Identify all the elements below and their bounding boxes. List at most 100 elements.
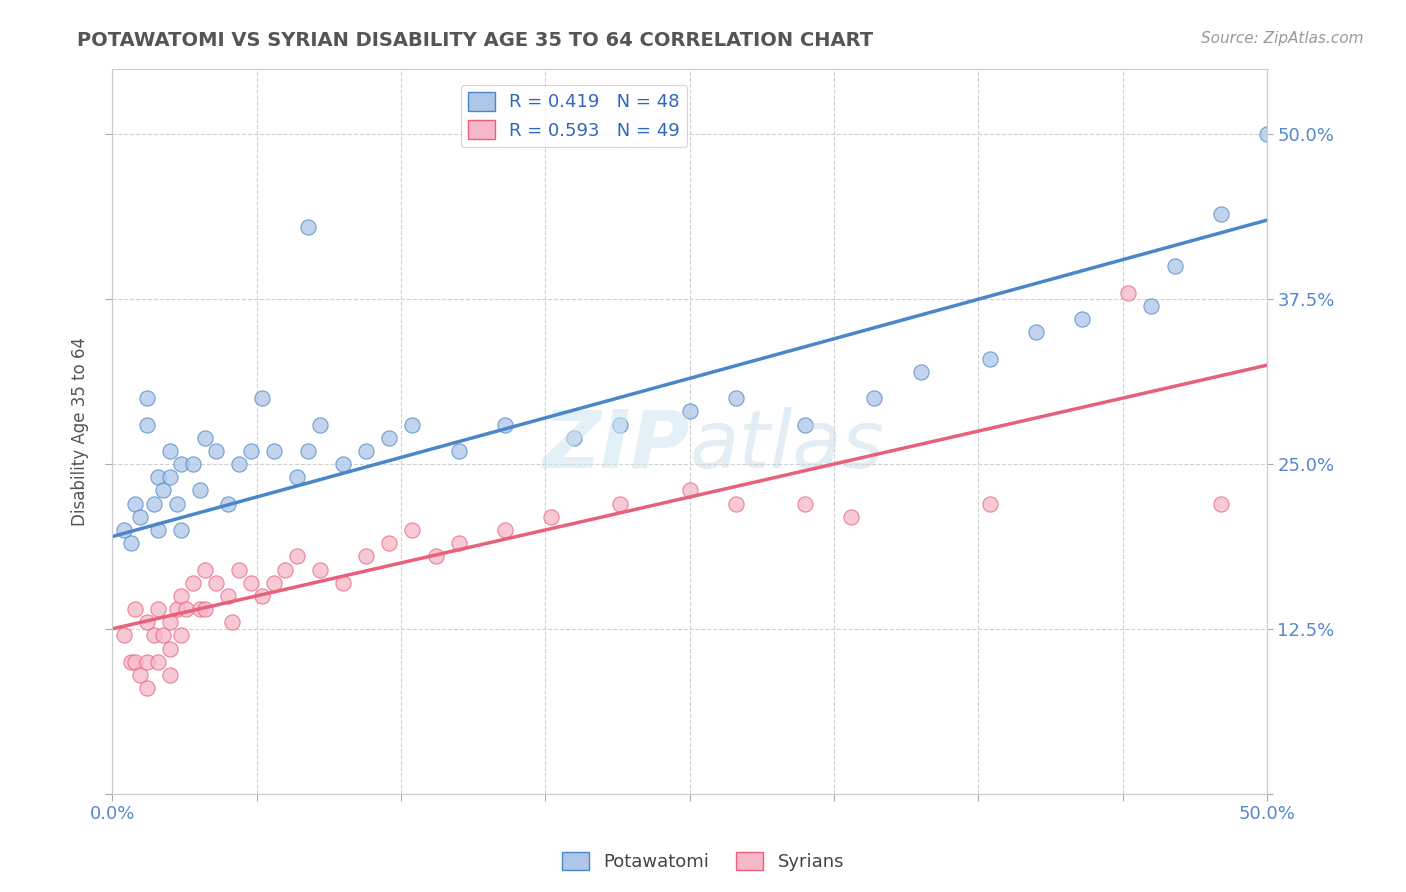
Point bbox=[263, 575, 285, 590]
Point bbox=[159, 668, 181, 682]
Point bbox=[152, 483, 174, 498]
Point bbox=[135, 615, 157, 630]
Point bbox=[401, 523, 423, 537]
Point bbox=[159, 641, 181, 656]
Point bbox=[863, 391, 886, 405]
Point bbox=[135, 655, 157, 669]
Point bbox=[332, 457, 354, 471]
Y-axis label: Disability Age 35 to 64: Disability Age 35 to 64 bbox=[72, 336, 89, 525]
Point bbox=[678, 404, 700, 418]
Point bbox=[170, 523, 193, 537]
Point bbox=[135, 681, 157, 696]
Point bbox=[239, 575, 262, 590]
Point bbox=[1118, 285, 1140, 300]
Legend: Potawatomi, Syrians: Potawatomi, Syrians bbox=[554, 845, 852, 879]
Point bbox=[1071, 312, 1094, 326]
Point bbox=[193, 562, 215, 576]
Point bbox=[1140, 299, 1163, 313]
Point bbox=[112, 523, 135, 537]
Point bbox=[188, 602, 211, 616]
Point bbox=[159, 615, 181, 630]
Point bbox=[142, 497, 165, 511]
Point bbox=[979, 351, 1001, 366]
Point bbox=[159, 470, 181, 484]
Point bbox=[425, 549, 447, 564]
Point bbox=[263, 443, 285, 458]
Point bbox=[124, 497, 146, 511]
Point bbox=[839, 509, 862, 524]
Point bbox=[378, 536, 401, 550]
Point bbox=[285, 549, 308, 564]
Point bbox=[148, 602, 170, 616]
Point bbox=[135, 391, 157, 405]
Point bbox=[609, 417, 631, 432]
Point bbox=[120, 655, 142, 669]
Point bbox=[193, 602, 215, 616]
Point bbox=[188, 483, 211, 498]
Point bbox=[447, 536, 470, 550]
Point bbox=[1256, 128, 1278, 142]
Point bbox=[205, 443, 228, 458]
Point bbox=[159, 443, 181, 458]
Point bbox=[910, 365, 932, 379]
Point bbox=[678, 483, 700, 498]
Point bbox=[252, 391, 274, 405]
Point bbox=[112, 628, 135, 642]
Point bbox=[274, 562, 297, 576]
Point bbox=[724, 391, 747, 405]
Point bbox=[120, 536, 142, 550]
Point bbox=[239, 443, 262, 458]
Point bbox=[124, 602, 146, 616]
Point bbox=[170, 589, 193, 603]
Point bbox=[1209, 497, 1232, 511]
Point bbox=[170, 628, 193, 642]
Point bbox=[332, 575, 354, 590]
Point bbox=[724, 497, 747, 511]
Point bbox=[170, 457, 193, 471]
Point bbox=[148, 470, 170, 484]
Point bbox=[1025, 325, 1047, 339]
Point bbox=[297, 443, 319, 458]
Point bbox=[135, 417, 157, 432]
Text: POTAWATOMI VS SYRIAN DISABILITY AGE 35 TO 64 CORRELATION CHART: POTAWATOMI VS SYRIAN DISABILITY AGE 35 T… bbox=[77, 31, 873, 50]
Text: ZIP: ZIP bbox=[543, 407, 689, 484]
Point bbox=[309, 562, 332, 576]
Point bbox=[794, 497, 817, 511]
Point bbox=[181, 575, 204, 590]
Legend: R = 0.419   N = 48, R = 0.593   N = 49: R = 0.419 N = 48, R = 0.593 N = 49 bbox=[461, 85, 688, 147]
Point bbox=[128, 509, 150, 524]
Point bbox=[540, 509, 562, 524]
Point bbox=[562, 431, 585, 445]
Point bbox=[128, 668, 150, 682]
Point bbox=[494, 523, 516, 537]
Point bbox=[217, 497, 239, 511]
Point bbox=[152, 628, 174, 642]
Point bbox=[252, 589, 274, 603]
Point bbox=[609, 497, 631, 511]
Point bbox=[354, 443, 377, 458]
Point bbox=[166, 602, 188, 616]
Point bbox=[494, 417, 516, 432]
Point bbox=[794, 417, 817, 432]
Point bbox=[447, 443, 470, 458]
Point bbox=[148, 523, 170, 537]
Point bbox=[221, 615, 243, 630]
Point bbox=[166, 497, 188, 511]
Point bbox=[181, 457, 204, 471]
Point bbox=[1163, 260, 1185, 274]
Point bbox=[285, 470, 308, 484]
Point bbox=[228, 457, 250, 471]
Point bbox=[148, 655, 170, 669]
Point bbox=[174, 602, 197, 616]
Point bbox=[193, 431, 215, 445]
Point bbox=[354, 549, 377, 564]
Text: atlas: atlas bbox=[689, 407, 884, 484]
Point bbox=[228, 562, 250, 576]
Point bbox=[378, 431, 401, 445]
Point bbox=[297, 219, 319, 234]
Point bbox=[217, 589, 239, 603]
Point bbox=[124, 655, 146, 669]
Point bbox=[401, 417, 423, 432]
Point bbox=[979, 497, 1001, 511]
Point bbox=[142, 628, 165, 642]
